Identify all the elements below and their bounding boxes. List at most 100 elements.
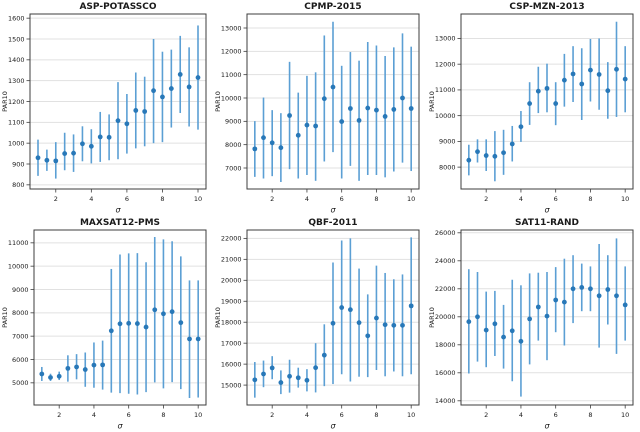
x-axis-label: σ — [544, 422, 550, 431]
data-point-marker — [115, 118, 121, 124]
data-point-marker — [483, 153, 489, 158]
y-tick-label: 9000 — [225, 118, 242, 126]
data-point-marker — [544, 85, 550, 91]
data-point-marker — [596, 293, 602, 299]
y-tick-label: 10000 — [8, 262, 29, 270]
data-point-marker — [168, 86, 174, 91]
x-tick-label: 2 — [270, 411, 274, 419]
data-point-marker — [88, 143, 94, 149]
y-tick-label: 1100 — [8, 119, 25, 127]
data-point-marker — [544, 313, 550, 319]
y-tick-label: 1500 — [8, 35, 25, 43]
data-point-marker — [535, 88, 541, 94]
x-tick-label: 4 — [92, 411, 96, 419]
y-tick-label: 1200 — [8, 98, 25, 106]
y-tick-label: 5000 — [12, 379, 29, 387]
y-tick-label: 8000 — [225, 141, 242, 149]
data-point-marker — [570, 286, 576, 292]
chart-title: CPMP-2015 — [305, 2, 362, 12]
y-tick-label: 16000 — [221, 360, 242, 368]
x-tick-label: 2 — [484, 411, 488, 419]
data-point-marker — [330, 84, 336, 90]
x-axis-label: σ — [331, 206, 337, 215]
data-point-marker — [143, 324, 149, 330]
x-axis-label: σ — [331, 422, 337, 431]
data-point-marker — [304, 122, 310, 128]
y-axis-label: PAR10 — [1, 91, 9, 112]
x-tick-label: 2 — [270, 195, 274, 203]
data-point-marker — [348, 106, 354, 111]
data-point-marker — [187, 336, 192, 342]
data-point-marker — [391, 322, 397, 328]
data-point-marker — [160, 94, 165, 100]
data-point-marker — [39, 371, 45, 377]
data-point-marker — [124, 121, 130, 127]
data-point-marker — [587, 286, 593, 292]
data-point-marker — [500, 150, 506, 156]
x-tick-label: 2 — [54, 195, 58, 203]
data-point-marker — [526, 101, 532, 106]
data-point-marker — [106, 134, 112, 140]
y-tick-label: 10000 — [221, 94, 242, 102]
subplot-qbf-2011: 15000 16000 17000 18000 19000 20000 21000 22000… — [213, 216, 426, 432]
data-point-marker — [261, 371, 267, 377]
x-tick-label: 8 — [375, 411, 379, 419]
subplot-asp-potassco: 800 900 1000 1100 1200 1300 1400 1500 1600 2 4 6 8 10… — [0, 0, 213, 216]
subplot-sat11-rand: 14000 16000 18000 20000 22000 24000 26000 2 4 6 8 1… — [427, 216, 640, 432]
x-axis-label: σ — [544, 206, 550, 215]
data-point-marker — [483, 327, 489, 333]
y-axis-label: PAR10 — [428, 91, 436, 112]
data-point-marker — [71, 150, 76, 156]
data-point-marker — [374, 315, 380, 321]
x-tick-label: 8 — [588, 195, 592, 203]
y-tick-label: 16000 — [434, 369, 455, 377]
data-point-marker — [186, 84, 192, 90]
x-tick-label: 8 — [375, 195, 379, 203]
data-point-marker — [53, 158, 59, 164]
data-point-marker — [313, 123, 319, 129]
data-point-marker — [409, 106, 414, 111]
data-point-marker — [108, 328, 114, 334]
data-point-marker — [56, 373, 62, 379]
x-axis-label: σ — [115, 206, 121, 215]
data-point-marker — [605, 88, 610, 94]
y-tick-label: 12000 — [221, 48, 242, 56]
data-point-marker — [400, 95, 406, 101]
data-point-marker — [252, 146, 258, 152]
y-tick-label: 800 — [12, 181, 24, 189]
data-point-marker — [65, 365, 71, 371]
data-point-marker — [134, 321, 140, 326]
x-tick-label: 6 — [340, 195, 344, 203]
data-point-marker — [391, 107, 397, 112]
data-point-marker — [365, 105, 371, 111]
y-tick-label: 22000 — [434, 285, 455, 293]
data-point-marker — [474, 314, 480, 320]
x-tick-label: 10 — [621, 411, 629, 419]
x-tick-label: 10 — [621, 195, 629, 203]
data-point-marker — [287, 113, 293, 118]
x-tick-label: 8 — [588, 411, 592, 419]
x-tick-label: 6 — [340, 411, 344, 419]
data-point-marker — [509, 141, 515, 147]
data-point-marker — [97, 134, 103, 140]
x-axis-label: σ — [117, 422, 123, 431]
y-tick-label: 19000 — [221, 298, 242, 306]
data-point-marker — [62, 151, 68, 156]
data-point-marker — [509, 328, 515, 334]
data-point-marker — [356, 320, 362, 326]
data-point-marker — [35, 155, 41, 161]
x-tick-label: 10 — [194, 195, 202, 203]
plot-border — [246, 13, 420, 190]
y-tick-label: 900 — [12, 160, 24, 168]
y-tick-label: 13000 — [221, 24, 242, 32]
chart-canvas: 8000 9000 10000 11000 12000 13000 2 4 6 8 10 CSP-MZ… — [428, 2, 634, 215]
chart-canvas: 7000 8000 9000 10000 11000 12000 13000 2 4 6 8 10 CP… — [214, 2, 420, 215]
data-point-marker — [570, 71, 576, 77]
y-tick-label: 14000 — [434, 397, 455, 405]
data-point-marker — [44, 157, 50, 163]
y-tick-label: 1600 — [8, 14, 25, 22]
subplot-csp-mzn-2013: 8000 9000 10000 11000 12000 13000 2 4 6 8 10 CSP-MZ… — [427, 0, 640, 216]
y-tick-label: 1400 — [8, 56, 25, 64]
data-point-marker — [117, 321, 123, 327]
chart-title: SAT11-RAND — [515, 218, 579, 228]
